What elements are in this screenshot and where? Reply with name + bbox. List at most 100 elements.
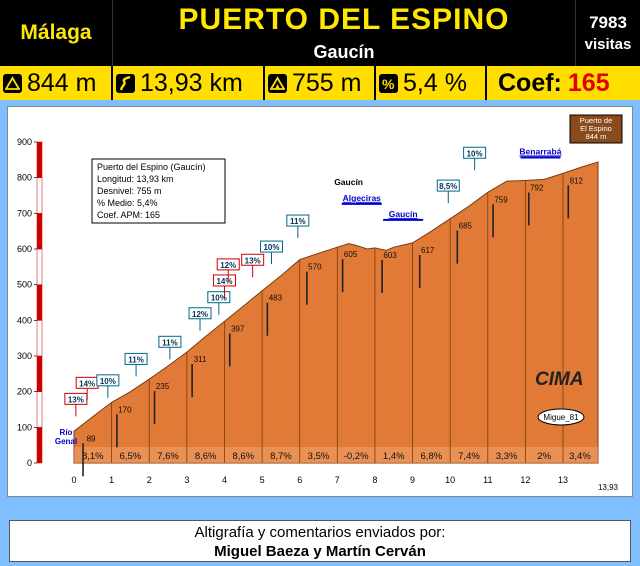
chart-area: 0 100 200 300 400 500 600 700 800 900 0 1 2 3 4 5 6 7 8 9 10… <box>0 100 640 512</box>
credits-authors: Miguel Baeza y Martín Cerván <box>214 543 426 560</box>
visits-counter: 7983 visitas <box>576 0 640 66</box>
km-gradient-label: 3,5% <box>308 451 330 462</box>
km-gradient-label: 7,4% <box>458 451 480 462</box>
altitude-label: 235 <box>156 382 170 391</box>
altitude-label: 570 <box>308 263 322 272</box>
summit-label-3: 844 m <box>586 132 607 141</box>
x-tick-label: 4 <box>222 475 227 485</box>
km-gradient-label: 7,6% <box>157 451 179 462</box>
visits-label: visitas <box>584 36 632 53</box>
altitude-label: 605 <box>344 250 358 259</box>
place-label: Algeciras <box>343 193 382 203</box>
x-tick-label: 2 <box>147 475 152 485</box>
altitude-value: 844 m <box>27 68 97 97</box>
km-gradient-label: 3,3% <box>496 451 518 462</box>
credits-box: Altigrafía y comentarios enviados por: M… <box>9 520 631 562</box>
gradient-flag-label: 12% <box>192 310 208 319</box>
author-tag: Migue_81 <box>537 408 585 426</box>
info-line-3: Desnivel: 755 m <box>97 186 162 196</box>
altitude-label: 603 <box>383 251 397 260</box>
place-label: Genal <box>55 437 77 446</box>
km-gradient-label: 8,6% <box>195 451 217 462</box>
region-label: Málaga <box>20 21 92 44</box>
altitude-label: 397 <box>231 324 245 333</box>
road-icon <box>116 73 135 93</box>
header: Málaga PUERTO DEL ESPINO Gaucín 7983 vis… <box>0 0 640 66</box>
altitude-label: 759 <box>494 195 508 204</box>
gradient-flag-label: 14% <box>79 379 95 388</box>
y-tick-label: 400 <box>17 315 32 325</box>
gradient-flag-label: 11% <box>290 217 306 226</box>
y-tick-label: 600 <box>17 244 32 254</box>
altitude-label: 617 <box>421 246 435 255</box>
elevation-bar-segment <box>36 355 43 392</box>
gradient-flag-label: 8,5% <box>439 182 457 191</box>
x-tick-label: 0 <box>71 475 76 485</box>
stat-elevation-gain: 755 m <box>265 66 376 100</box>
place-label: Gaucín <box>334 177 363 187</box>
km-gradient-label: 2% <box>537 451 551 462</box>
stats-bar: 844 m 13,93 km 755 m % 5,4 % Coef: 165 <box>0 66 640 100</box>
footer: Altigrafía y comentarios enviados por: M… <box>0 512 640 566</box>
altitude-label: 89 <box>87 434 96 443</box>
y-tick-label: 0 <box>27 458 32 468</box>
y-tick-label: 800 <box>17 173 32 183</box>
info-line-1: Puerto del Espino (Gaucín) <box>97 162 206 172</box>
info-line-5: Coef. APM: 165 <box>97 210 160 220</box>
coef-value: 165 <box>567 68 610 97</box>
elevation-icon <box>268 73 287 93</box>
x-tick-label: 11 <box>483 475 492 485</box>
summit-label-2: El Espino <box>580 124 612 133</box>
elevation-bar-segment <box>36 213 43 250</box>
coef-label: Coef: <box>498 68 562 97</box>
altitude-label: 170 <box>118 405 132 414</box>
page-subtitle: Gaucín <box>313 42 375 62</box>
title-block: PUERTO DEL ESPINO Gaucín <box>112 0 576 66</box>
altitude-label: 311 <box>194 355 207 364</box>
gradient-flag-label: 13% <box>68 395 84 404</box>
x-tick-label: 7 <box>335 475 340 485</box>
km-gradient-label: 1,4% <box>383 451 405 462</box>
x-tick-label: 13 <box>558 475 568 485</box>
elevation-bar-segment <box>36 427 43 464</box>
place-label: Gaucín <box>389 209 418 219</box>
gradient-flag-label: 13% <box>245 256 261 265</box>
gradient-flag-label: 10% <box>467 149 483 158</box>
stat-avg-gradient: % 5,4 % <box>376 66 487 100</box>
km-gradient-label: 6,5% <box>120 451 142 462</box>
elevation-bar-segment <box>36 284 43 321</box>
altitude-label: 812 <box>570 176 584 185</box>
gradient-flag-label: 11% <box>128 355 144 364</box>
gradient-flag-label: 10% <box>211 294 227 303</box>
stat-distance: 13,93 km <box>113 66 265 100</box>
stat-altitude: 844 m <box>0 66 113 100</box>
gradient-flag-label: 11% <box>162 338 178 347</box>
elevation-bar-segment <box>36 177 43 214</box>
avg-gradient-value: 5,4 % <box>403 68 467 97</box>
x-tick-label: 8 <box>372 475 377 485</box>
gradient-flag-label: 10% <box>100 377 116 386</box>
km-gradient-label: 6,8% <box>421 451 443 462</box>
gradient-flag-label: 12% <box>220 261 236 270</box>
x-tick-label: 6 <box>297 475 302 485</box>
x-tick-label: 3 <box>184 475 189 485</box>
place-label: Benarrabá <box>519 146 561 156</box>
km-gradient-label: 3,4% <box>569 451 591 462</box>
gradient-flag-box <box>286 214 310 227</box>
gradient-band <box>74 447 598 463</box>
elevation-bar-segment <box>36 320 43 357</box>
y-tick-label: 500 <box>17 280 32 290</box>
y-tick-label: 900 <box>17 137 32 147</box>
elevation-bar-segment <box>36 391 43 428</box>
page-title: PUERTO DEL ESPINO <box>178 3 510 36</box>
altitude-label: 685 <box>459 222 473 231</box>
stat-coef: Coef: 165 <box>487 66 640 100</box>
gradient-flag-box <box>463 146 487 159</box>
chart-panel: 0 100 200 300 400 500 600 700 800 900 0 1 2 3 4 5 6 7 8 9 10… <box>7 106 633 497</box>
elevation-gain-value: 755 m <box>292 68 362 97</box>
credits-intro: Altigrafía y comentarios enviados por: <box>194 524 446 541</box>
info-line-4: % Medio: 5,4% <box>97 198 158 208</box>
distance-value: 13,93 km <box>140 68 243 97</box>
km-gradient-label: 8,1% <box>82 451 104 462</box>
